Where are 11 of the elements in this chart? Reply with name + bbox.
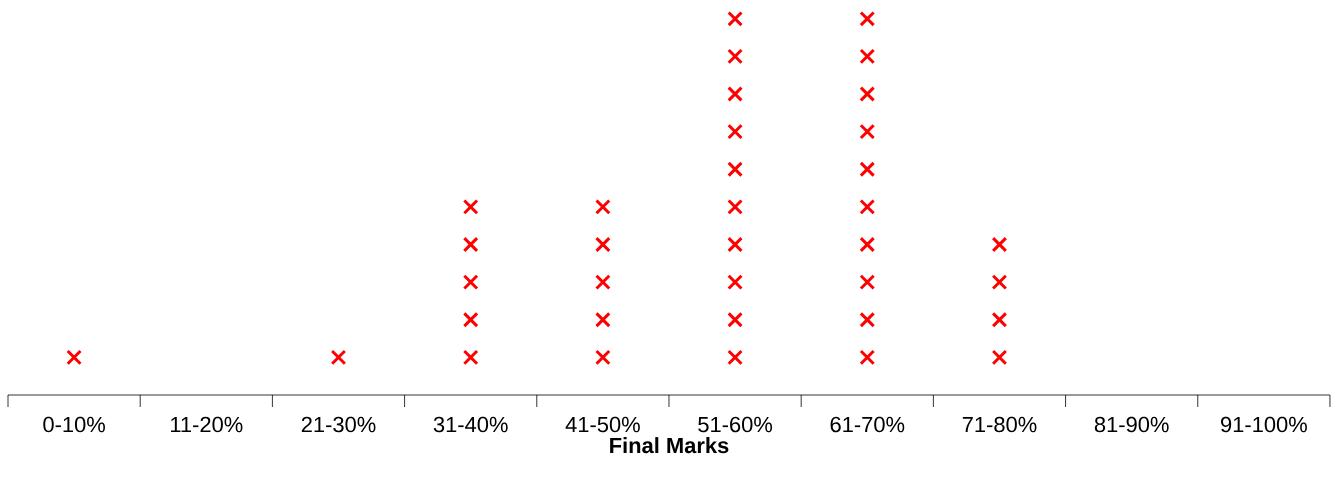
x-tick-label: 91-100%	[1221, 416, 1307, 433]
x-tick-label: 11-20%	[171, 416, 243, 433]
x-tick-label: 51-60%	[698, 416, 773, 433]
x-axis-title: Final Marks	[610, 437, 729, 454]
x-tick-label: 31-40%	[433, 416, 508, 433]
x-tick-label: 21-30%	[301, 416, 376, 433]
x-tick-label: 81-90%	[1094, 416, 1169, 433]
x-tick-label: 71-80%	[962, 416, 1037, 433]
x-tick-label: 61-70%	[830, 416, 905, 433]
x-tick-label: 0-10%	[43, 416, 105, 433]
x-tick-label: 41-50%	[565, 416, 640, 433]
